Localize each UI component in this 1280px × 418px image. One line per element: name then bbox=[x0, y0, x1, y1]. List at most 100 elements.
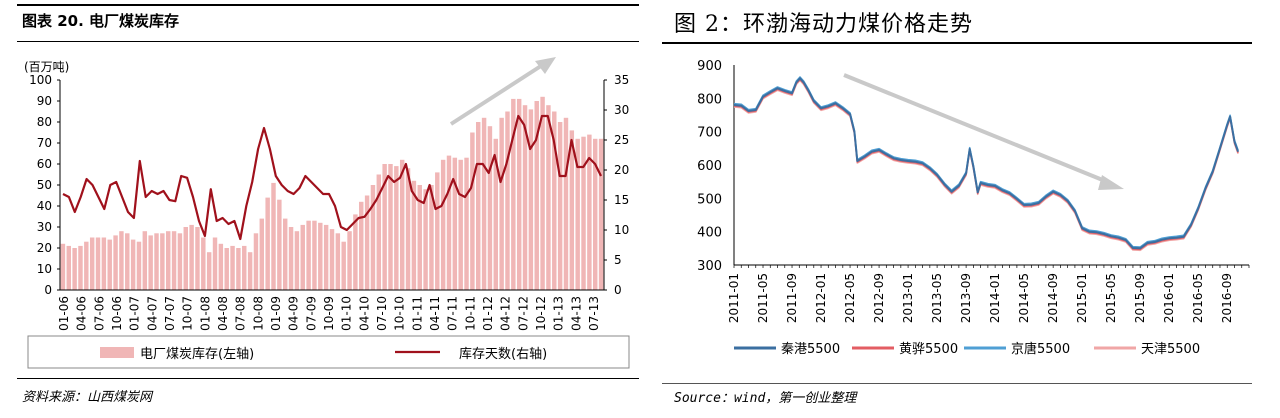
left-axis-tick-label: 10 bbox=[37, 262, 52, 276]
stock-bar bbox=[206, 252, 212, 290]
x-tick-label: 10-12 bbox=[534, 296, 548, 331]
stock-bar bbox=[113, 235, 118, 290]
legend-line-label: 库存天数(右轴) bbox=[459, 346, 547, 362]
stock-bar bbox=[89, 237, 95, 290]
top-rule bbox=[17, 4, 639, 6]
x-tick-label: 01-13 bbox=[552, 296, 566, 331]
stock-bar bbox=[446, 155, 452, 290]
x-tick-label: 2014-09 bbox=[1046, 273, 1060, 323]
x-tick-label: 10-07 bbox=[181, 296, 195, 331]
x-tick-label: 2016-05 bbox=[1191, 273, 1205, 323]
x-tick-label: 2015-09 bbox=[1133, 273, 1147, 323]
left-axis-tick-label: 40 bbox=[37, 199, 52, 213]
x-tick-label: 2013-05 bbox=[930, 273, 944, 323]
stock-bar bbox=[253, 233, 259, 290]
stock-bar bbox=[201, 237, 206, 290]
stock-bar bbox=[359, 201, 364, 290]
x-tick-label: 2015-05 bbox=[1104, 273, 1118, 323]
stock-bar bbox=[271, 182, 276, 290]
stock-bar bbox=[458, 159, 463, 290]
x-tick-label: 04-06 bbox=[75, 296, 89, 331]
stock-bar bbox=[84, 241, 89, 290]
stock-bar bbox=[581, 136, 586, 290]
x-tick-label: 07-09 bbox=[304, 296, 318, 331]
stock-bar bbox=[516, 98, 522, 291]
left-axis-tick-label: 100 bbox=[29, 73, 52, 87]
y-tick-label: 400 bbox=[697, 226, 722, 241]
stock-bar bbox=[423, 189, 428, 290]
stock-bar bbox=[154, 233, 159, 290]
stock-bar bbox=[546, 105, 551, 290]
x-tick-label: 2012-09 bbox=[872, 273, 886, 323]
stock-bar bbox=[183, 227, 188, 290]
left-axis-tick-label: 70 bbox=[37, 136, 52, 150]
stock-bar bbox=[306, 220, 311, 290]
stock-bar bbox=[282, 218, 288, 290]
legend-label: 京唐5500 bbox=[1011, 341, 1070, 357]
stock-bar bbox=[540, 96, 545, 290]
stock-bar bbox=[364, 195, 370, 290]
stock-bar bbox=[598, 138, 604, 290]
stock-bar bbox=[288, 227, 294, 290]
x-tick-label: 04-09 bbox=[287, 296, 301, 331]
x-tick-label: 04-07 bbox=[145, 296, 159, 331]
trend-arrow-head bbox=[535, 57, 556, 74]
stock-bar bbox=[481, 117, 487, 290]
stock-days-line bbox=[62, 114, 602, 241]
legend-bar-swatch bbox=[100, 347, 134, 358]
stock-bar bbox=[353, 214, 358, 290]
left-chart-title: 图表 20. 电厂煤炭库存 bbox=[22, 12, 180, 30]
legend-bar-label: 电厂煤炭库存(左轴) bbox=[140, 346, 254, 362]
stock-bar bbox=[522, 105, 528, 290]
stock-bar bbox=[312, 220, 317, 290]
x-tick-label: 04-10 bbox=[357, 296, 371, 331]
x-tick-label: 04-11 bbox=[428, 296, 442, 331]
x-tick-label: 2015-01 bbox=[1075, 273, 1089, 323]
title-rule bbox=[17, 41, 639, 42]
x-tick-label: 10-06 bbox=[110, 296, 124, 331]
stock-bar bbox=[557, 122, 563, 290]
stock-bar bbox=[78, 245, 83, 290]
stock-bar bbox=[101, 237, 107, 290]
stock-bar bbox=[329, 229, 335, 290]
stock-bar bbox=[236, 248, 241, 290]
stock-bar bbox=[563, 117, 569, 290]
stock-bar bbox=[142, 231, 148, 290]
stock-bar bbox=[189, 224, 194, 290]
right-axis-tick-label: 20 bbox=[614, 163, 629, 177]
left-axis-tick-label: 60 bbox=[37, 157, 52, 171]
x-tick-label: 07-08 bbox=[234, 296, 248, 331]
x-tick-label: 07-10 bbox=[375, 296, 389, 331]
left-axis-tick-label: 30 bbox=[37, 220, 52, 234]
left-axis-tick-label: 50 bbox=[37, 178, 52, 192]
x-tick-label: 07-13 bbox=[587, 296, 601, 331]
x-tick-label: 10-10 bbox=[393, 296, 407, 331]
stock-bar bbox=[435, 172, 440, 290]
x-tick-label: 10-08 bbox=[251, 296, 265, 331]
right-axis-tick-label: 35 bbox=[614, 73, 629, 87]
stock-bar bbox=[399, 159, 405, 290]
right-axis-tick-label: 5 bbox=[614, 253, 622, 267]
stock-bar bbox=[72, 248, 77, 290]
x-tick-label: 07-07 bbox=[163, 296, 177, 331]
x-tick-label: 01-11 bbox=[410, 296, 424, 331]
x-tick-label: 2016-01 bbox=[1162, 273, 1176, 323]
x-tick-label: 07-06 bbox=[92, 296, 106, 331]
stock-bar bbox=[341, 241, 346, 290]
stock-bar bbox=[405, 168, 411, 290]
stock-bar bbox=[107, 239, 112, 290]
stock-bar bbox=[177, 233, 183, 290]
x-tick-label: 10-09 bbox=[322, 296, 336, 331]
stock-bar bbox=[218, 243, 224, 290]
right-axis-tick-label: 0 bbox=[614, 283, 622, 297]
stock-bar bbox=[464, 157, 469, 290]
y-tick-label: 300 bbox=[697, 259, 722, 274]
x-tick-label: 2011-09 bbox=[785, 273, 799, 323]
stock-bar bbox=[575, 138, 580, 290]
stock-bar bbox=[125, 233, 130, 290]
right-axis-tick-label: 25 bbox=[614, 133, 629, 147]
stock-bar bbox=[370, 185, 376, 290]
stock-bar bbox=[335, 233, 341, 290]
stock-bar bbox=[476, 122, 481, 290]
left-axis-unit: (百万吨) bbox=[24, 60, 69, 74]
